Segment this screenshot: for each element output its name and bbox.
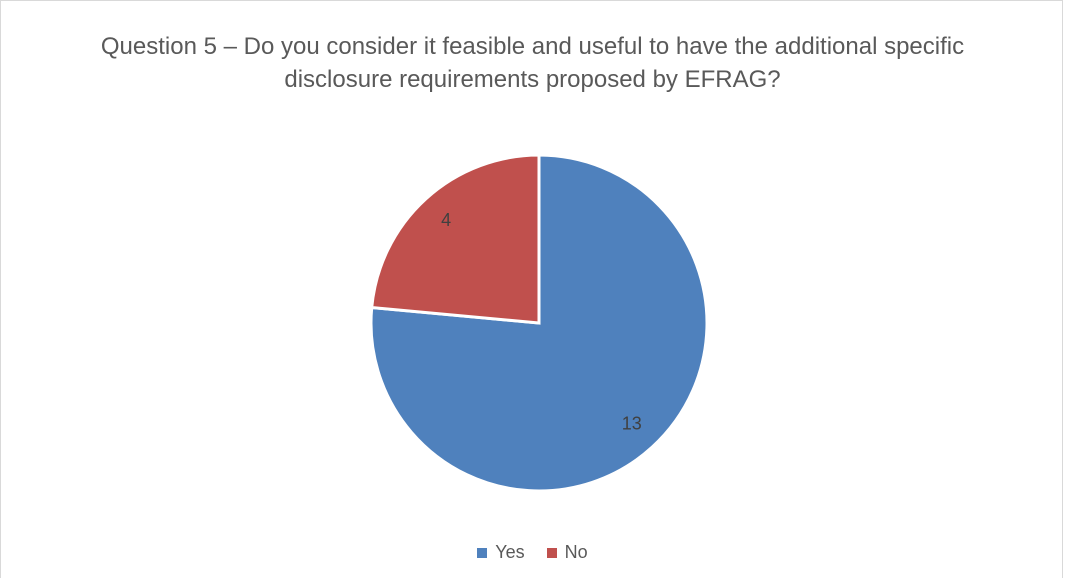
chart-title-line-2: disclosure requirements proposed by EFRA… bbox=[284, 66, 781, 93]
data-label-yes: 13 bbox=[622, 414, 642, 434]
pie-data-labels: 13 4 bbox=[441, 210, 642, 434]
legend-item-no: No bbox=[546, 542, 588, 563]
legend-swatch-yes bbox=[477, 547, 488, 558]
legend-item-yes: Yes bbox=[477, 542, 525, 563]
data-label-no: 4 bbox=[441, 210, 451, 230]
legend-label-no: No bbox=[564, 542, 588, 562]
chart-title-line-1: Question 5 – Do you consider it feasible… bbox=[100, 33, 965, 60]
pie-slices bbox=[369, 153, 709, 493]
pie-slice-no bbox=[370, 153, 541, 325]
chart-title: Question 5 – Do you consider it feasible… bbox=[0, 30, 1065, 96]
legend-swatch-no bbox=[546, 547, 557, 558]
legend-label-yes: Yes bbox=[495, 542, 525, 562]
chart-legend: Yes No bbox=[0, 542, 1065, 563]
